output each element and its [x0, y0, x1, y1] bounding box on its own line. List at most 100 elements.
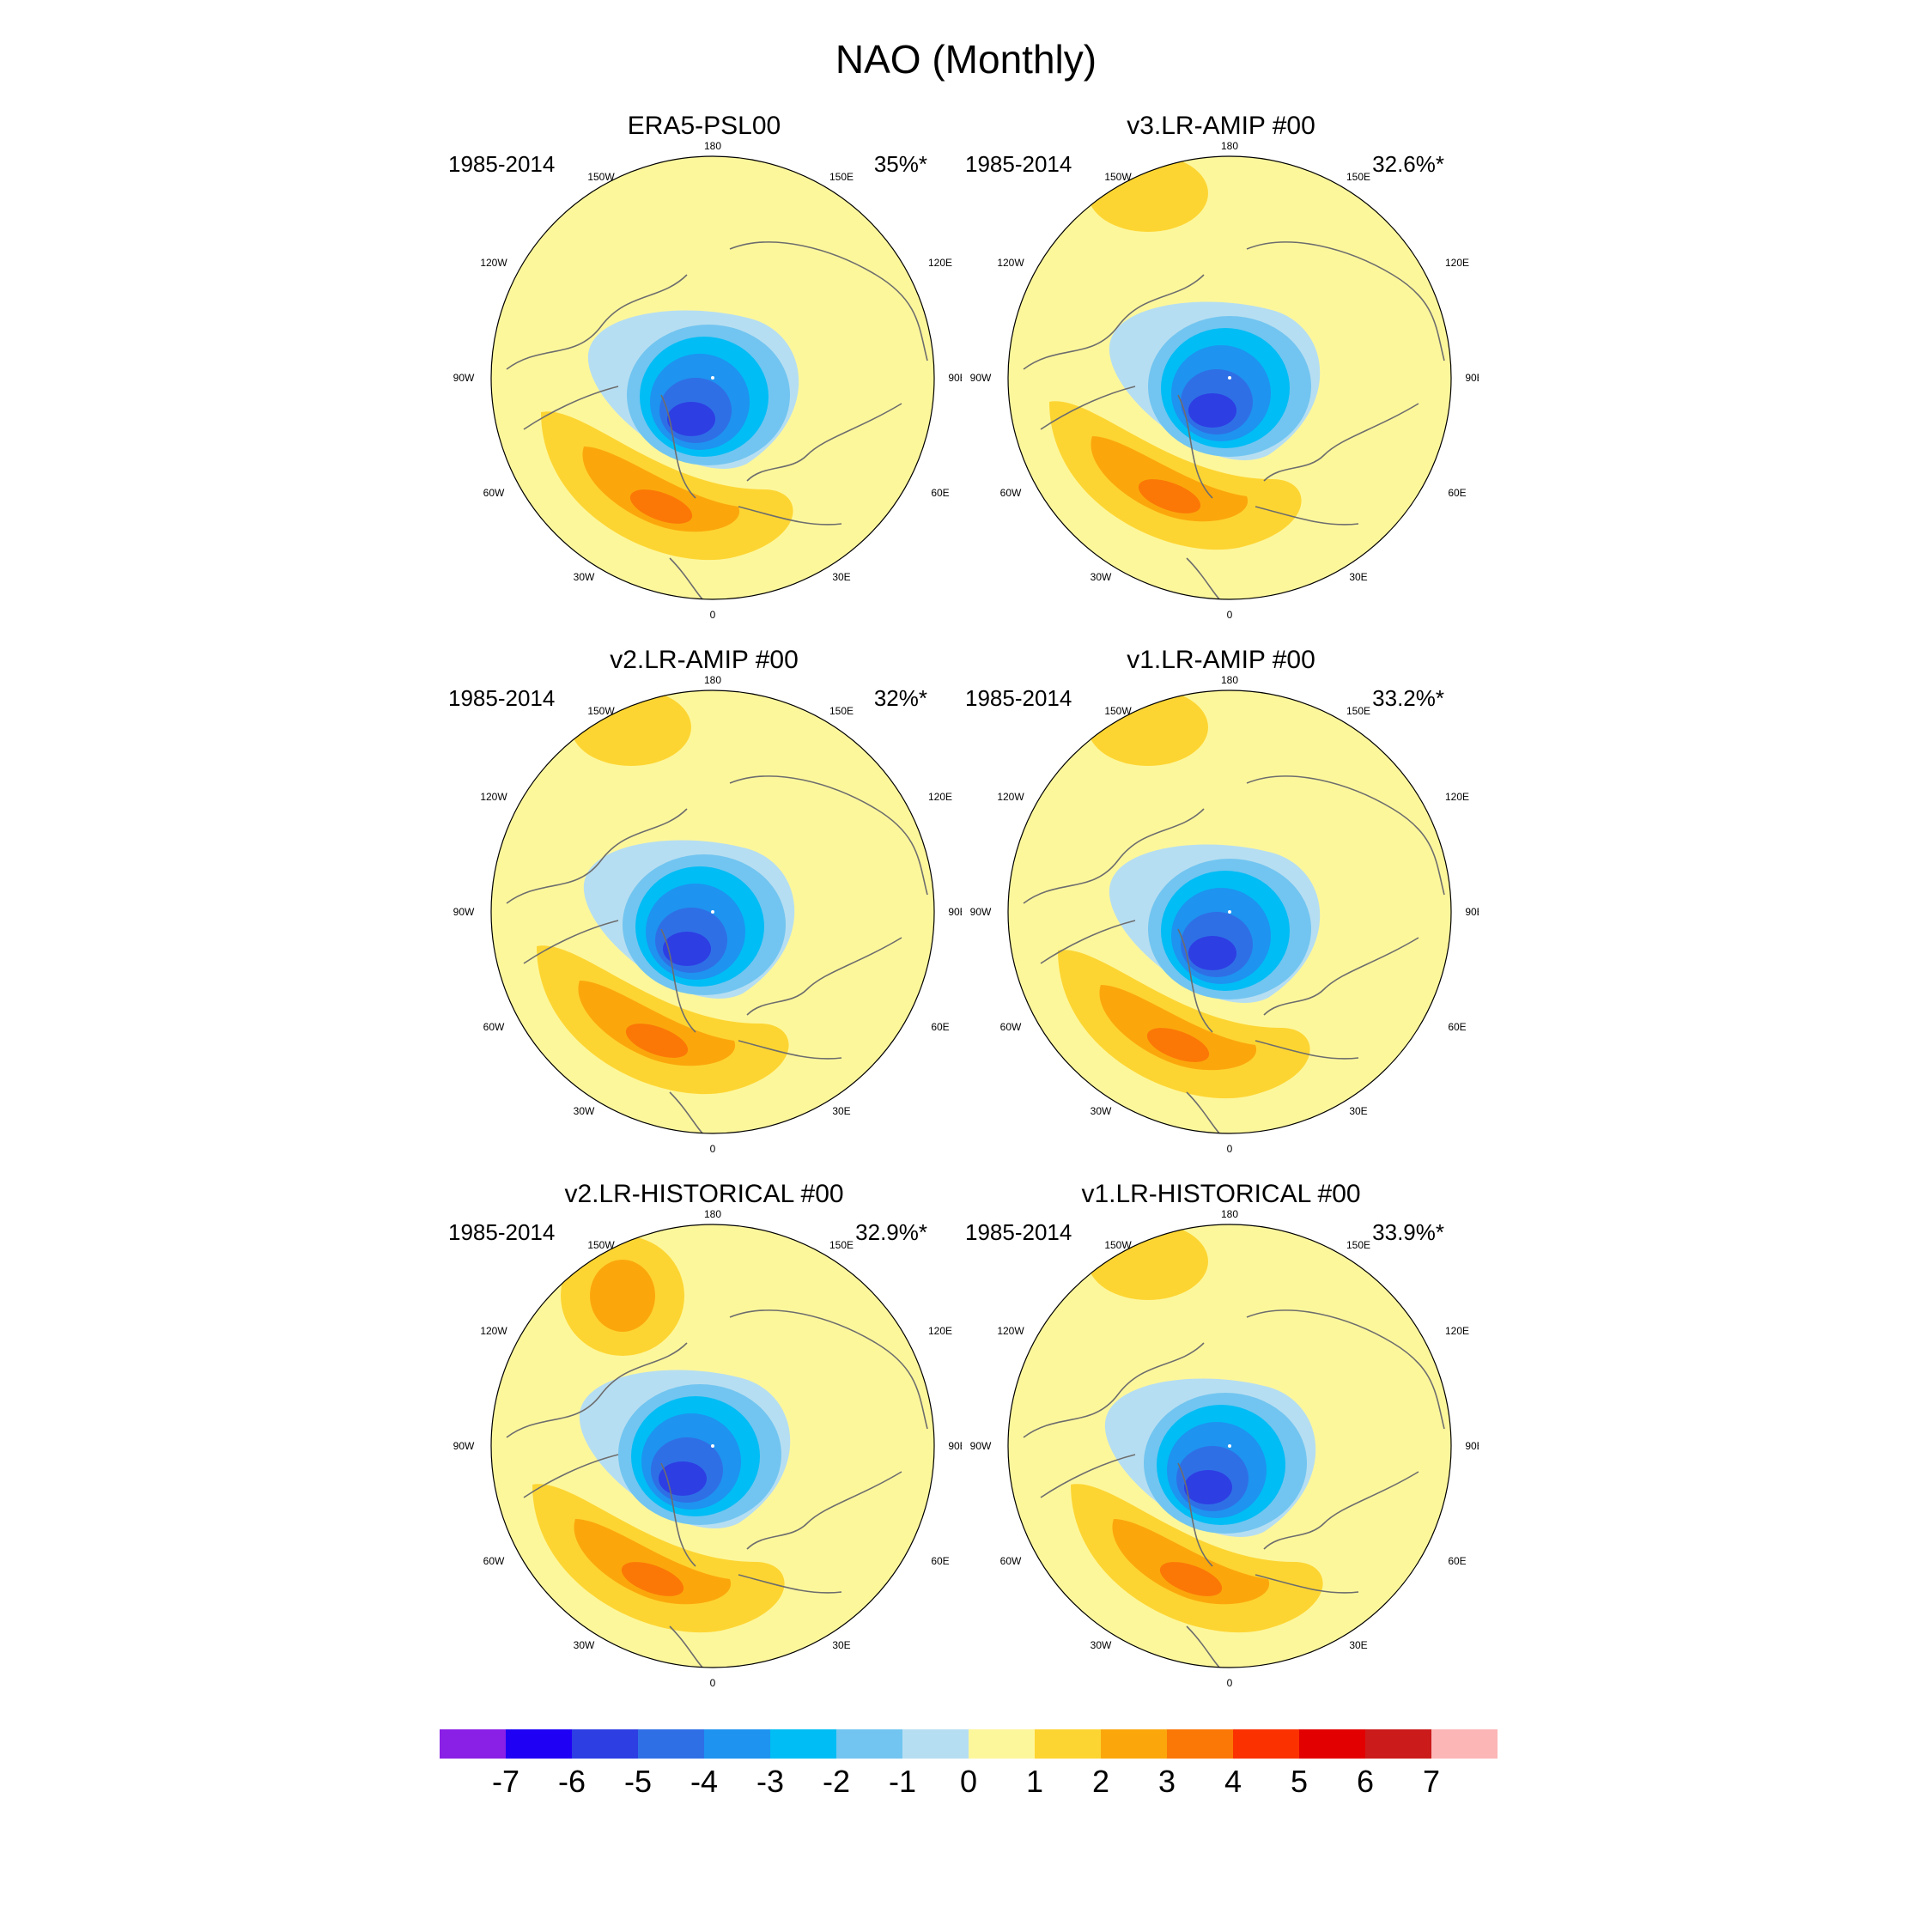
lon-label-60e: 60E	[931, 1555, 949, 1567]
panel-variance: 33.9%*	[1372, 1219, 1444, 1245]
lon-label-90w: 90W	[970, 1440, 992, 1452]
lon-label-30e: 30E	[832, 571, 850, 583]
lon-label-30e: 30E	[1349, 1105, 1367, 1117]
lon-label-120e: 120E	[928, 257, 952, 269]
lon-label-150w: 150W	[587, 705, 615, 717]
lon-label-60e: 60E	[1448, 487, 1466, 499]
lon-label-120e: 120E	[1445, 791, 1469, 803]
panel-title: v2.LR-AMIP #00	[610, 646, 799, 674]
panel-period: 1985-2014	[448, 685, 556, 711]
lon-label-120w: 120W	[997, 791, 1024, 803]
lon-label-90e: 90E	[948, 906, 962, 918]
lon-label-90w: 90W	[453, 1440, 475, 1452]
lon-label-150w: 150W	[587, 171, 615, 183]
colorbar-tick-label: -3	[756, 1764, 785, 1799]
colorbar-box	[836, 1729, 902, 1759]
lon-label-90e: 90E	[948, 372, 962, 384]
lon-label-180: 180	[704, 1208, 721, 1220]
lon-label-120e: 120E	[1445, 257, 1469, 269]
panel-title: ERA5-PSL00	[627, 112, 781, 140]
panel-variance: 32%*	[873, 685, 927, 711]
lon-label-150w: 150W	[1104, 171, 1132, 183]
colorbar-box	[969, 1729, 1035, 1759]
colorbar-tick-label: 6	[1356, 1764, 1375, 1799]
colorbar-tick-label: -1	[888, 1764, 917, 1799]
lon-label-0: 0	[1227, 1143, 1233, 1155]
lon-label-90w: 90W	[453, 906, 475, 918]
colorbar-tick-label: -6	[557, 1764, 586, 1799]
polar-map: 180 150W 150E 120W 120E 90W 90E 60W 60E …	[970, 674, 1479, 1155]
panel-v2-hist: 180 150W 150E 120W 120E 90W 90E 60W 60E …	[447, 1180, 962, 1712]
lon-label-120w: 120W	[997, 257, 1024, 269]
lon-label-30w: 30W	[574, 571, 595, 583]
lon-label-180: 180	[704, 140, 721, 152]
colorbar-box	[572, 1729, 638, 1759]
lon-label-60e: 60E	[1448, 1555, 1466, 1567]
lon-label-60e: 60E	[931, 487, 949, 499]
lon-label-30e: 30E	[832, 1105, 850, 1117]
colorbar-tick-label: -4	[690, 1764, 719, 1799]
panel-title: v1.LR-AMIP #00	[1127, 646, 1315, 674]
polar-map: 180 150W 150E 120W 120E 90W 90E 60W 60E …	[453, 140, 962, 621]
lon-label-150w: 150W	[1104, 705, 1132, 717]
lon-label-30e: 30E	[832, 1639, 850, 1651]
lon-label-150e: 150E	[1346, 1239, 1370, 1251]
lon-label-90e: 90E	[1465, 1440, 1479, 1452]
lon-label-0: 0	[710, 609, 716, 621]
panel-period: 1985-2014	[965, 1219, 1072, 1245]
lon-label-30w: 30W	[1091, 571, 1112, 583]
lon-label-150w: 150W	[587, 1239, 615, 1251]
colorbar-box	[440, 1729, 506, 1759]
colorbar-box	[770, 1729, 836, 1759]
panel-period: 1985-2014	[448, 151, 556, 177]
colorbar-box	[1101, 1729, 1167, 1759]
colorbar	[440, 1729, 1498, 1764]
lon-label-120w: 120W	[480, 1325, 507, 1337]
colorbar-tick-label: -5	[623, 1764, 653, 1799]
panel-v1-amip: 180 150W 150E 120W 120E 90W 90E 60W 60E …	[963, 646, 1479, 1178]
polar-map: 180 150W 150E 120W 120E 90W 90E 60W 60E …	[453, 674, 962, 1155]
lon-label-30w: 30W	[574, 1639, 595, 1651]
panel-era5: 180 150W 150E 120W 120E 90W 90E 60W 60E …	[447, 112, 962, 644]
lon-label-150e: 150E	[829, 171, 854, 183]
colorbar-tick-label: 1	[1025, 1764, 1044, 1799]
colorbar-box	[1431, 1729, 1498, 1759]
lon-label-90e: 90E	[1465, 372, 1479, 384]
lon-label-60w: 60W	[1000, 1555, 1022, 1567]
colorbar-tick-label: 0	[959, 1764, 978, 1799]
panel-variance: 32.9%*	[855, 1219, 927, 1245]
panel-period: 1985-2014	[965, 685, 1072, 711]
figure-title: NAO (Monthly)	[835, 37, 1097, 82]
colorbar-labels: -7 -6 -5 -4 -3 -2 -1 0 1 2 3 4 5 6 7	[440, 1764, 1498, 1807]
lon-label-150w: 150W	[1104, 1239, 1132, 1251]
lon-label-120w: 120W	[480, 791, 507, 803]
lon-label-180: 180	[704, 674, 721, 686]
lon-label-60w: 60W	[483, 1555, 505, 1567]
lon-label-30w: 30W	[1091, 1105, 1112, 1117]
colorbar-box	[638, 1729, 704, 1759]
lon-label-30e: 30E	[1349, 1639, 1367, 1651]
panel-v1-hist: 180 150W 150E 120W 120E 90W 90E 60W 60E …	[963, 1180, 1479, 1712]
panel-v3-amip: 180 150W 150E 120W 120E 90W 90E 60W 60E …	[963, 112, 1479, 644]
colorbar-box	[1365, 1729, 1431, 1759]
lon-label-30w: 30W	[1091, 1639, 1112, 1651]
panel-title: v2.LR-HISTORICAL #00	[564, 1180, 844, 1208]
lon-label-60w: 60W	[1000, 1021, 1022, 1033]
lon-label-90e: 90E	[948, 1440, 962, 1452]
lon-label-150e: 150E	[829, 705, 854, 717]
lon-label-60w: 60W	[1000, 487, 1022, 499]
panel-variance: 33.2%*	[1372, 685, 1444, 711]
polar-map: 180 150W 150E 120W 120E 90W 90E 60W 60E …	[970, 140, 1479, 621]
lon-label-60w: 60W	[483, 487, 505, 499]
colorbar-tick-label: 4	[1224, 1764, 1242, 1799]
lon-label-180: 180	[1221, 1208, 1238, 1220]
panel-variance: 35%*	[873, 151, 927, 177]
panel-period: 1985-2014	[448, 1219, 556, 1245]
lon-label-120w: 120W	[480, 257, 507, 269]
lon-label-90w: 90W	[970, 906, 992, 918]
lon-label-60w: 60W	[483, 1021, 505, 1033]
colorbar-box	[506, 1729, 572, 1759]
lon-label-30e: 30E	[1349, 571, 1367, 583]
polar-map: 180 150W 150E 120W 120E 90W 90E 60W 60E …	[453, 1208, 962, 1689]
lon-label-120e: 120E	[928, 1325, 952, 1337]
